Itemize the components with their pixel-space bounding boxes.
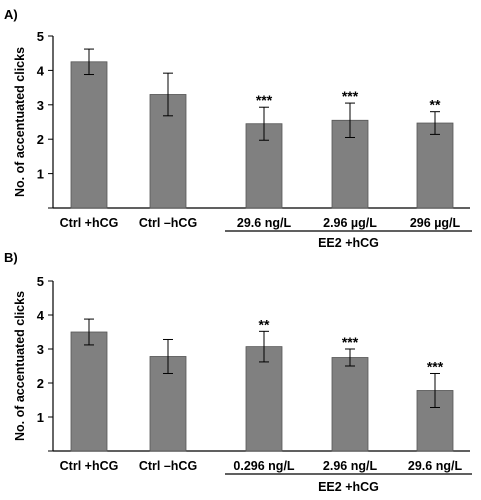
panel1-significance-4: ***	[342, 88, 359, 104]
panel2-category-label-2: Ctrl –hCG	[139, 459, 197, 473]
panel2-significance-5: ***	[427, 358, 444, 374]
panel1-category-label-2: Ctrl –hCG	[139, 216, 197, 230]
panel2-y-tick-label-5: 5	[37, 274, 44, 289]
panel1-y-tick-label-5: 5	[37, 29, 44, 44]
panel2-y-tick-label-2: 2	[37, 376, 44, 391]
panel1-bar-5	[416, 122, 454, 209]
panel2-bar-3	[245, 346, 283, 452]
panel1-y-axis-title: No. of accentuated clicks	[13, 47, 27, 197]
panel1-category-label-4: 2.96 µg/L	[323, 216, 377, 230]
panel2-y-tick-label-1: 1	[37, 410, 44, 425]
panel2-y-tick-label-3: 3	[37, 342, 44, 357]
panel2-category-label-1: Ctrl +hCG	[60, 459, 119, 473]
panel2-group-label: EE2 +hCG	[318, 480, 379, 494]
panel2-category-label-3: 0.296 ng/L	[233, 459, 294, 473]
panel1-category-label-1: Ctrl +hCG	[60, 216, 119, 230]
panel2-bar-4	[331, 357, 369, 452]
panel2-bar-1	[70, 331, 108, 452]
panel1-category-label-5: 296 µg/L	[410, 216, 461, 230]
panel1-y-tick-label-3: 3	[37, 98, 44, 113]
panel2-category-label-5: 29.6 ng/L	[408, 459, 463, 473]
panel2-y-tick-label-4: 4	[37, 308, 45, 323]
panel2-panel-label: B)	[4, 250, 18, 265]
panel1-bar-1	[70, 61, 108, 209]
panel2-category-label-4: 2.96 ng/L	[323, 459, 378, 473]
panel1-y-tick-label-2: 2	[37, 132, 44, 147]
panel2-significance-3: **	[259, 316, 270, 332]
panel2-significance-4: ***	[342, 334, 359, 350]
panel1-group-label: EE2 +hCG	[318, 236, 379, 250]
panel1-significance-3: ***	[256, 92, 273, 108]
panel2-y-axis-title: No. of accentuated clicks	[13, 291, 27, 441]
panel1-y-tick-label-4: 4	[37, 63, 45, 78]
panel1-category-label-3: 29.6 ng/L	[237, 216, 292, 230]
panel1-panel-label: A)	[4, 7, 18, 22]
panel1-y-tick-label-1: 1	[37, 167, 44, 182]
panel1-significance-5: **	[430, 97, 441, 113]
